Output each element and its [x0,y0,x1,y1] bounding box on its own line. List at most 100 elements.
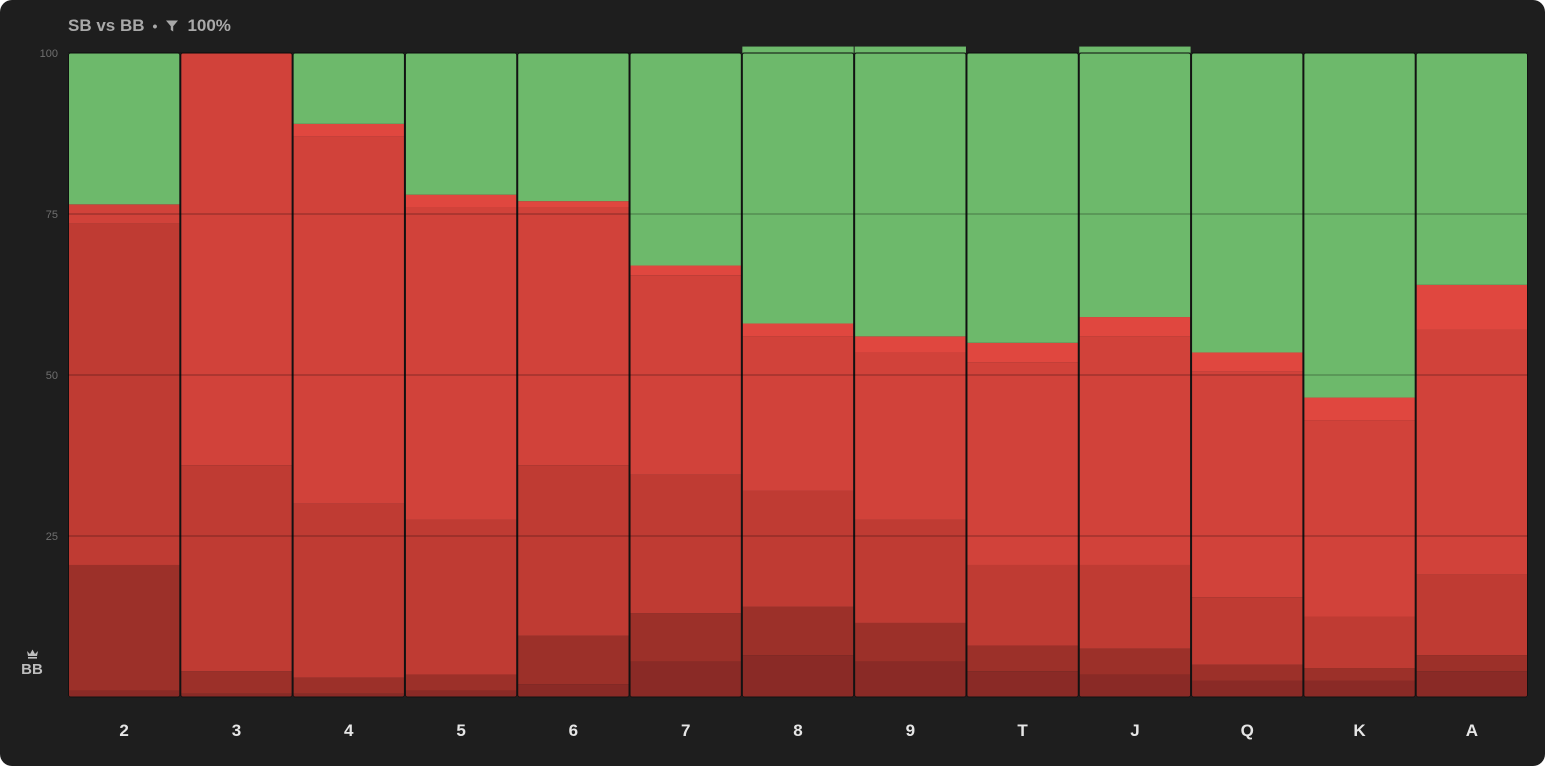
bar-segment-6-3 [517,207,630,466]
bar-column-Q [1191,52,1304,698]
bar-segment-J-3 [1079,336,1191,565]
bar-column-2 [68,52,181,698]
bar-segment-J-1 [1079,648,1191,675]
bar-segment-7-3 [630,275,742,475]
bar-segment-8-4 [742,323,854,337]
bar-segment-6-1 [517,635,630,685]
crown-icon [26,649,38,659]
bar-segment-T-4 [966,342,1079,363]
bar-segment-J-4 [1079,317,1191,337]
bar-column-A [1415,52,1528,698]
x-tick-label-6: 6 [569,721,578,740]
bar-segment-6-0 [517,684,630,697]
bar-segment-5-0 [405,690,517,697]
bar-segment-6-5 [517,53,630,202]
bar-column-T [966,52,1079,698]
bar-segment-3-2 [180,465,293,672]
bar-segment-8-3 [742,336,854,491]
x-tick-label-3: 3 [232,721,241,740]
bar-segment-4-1 [293,677,405,694]
bar-segment-T-5 [966,53,1079,343]
y-tick-label-50: 50 [46,370,58,382]
bar-column-7 [629,52,742,698]
bar-segment-3-0 [180,693,293,697]
bar-segment-A-2 [1416,574,1528,656]
bar-segment-A-1 [1416,655,1528,672]
bar-segment-9-1 [854,622,966,662]
bar-segment-4-3 [293,136,405,504]
bar-segment-7-0 [630,661,742,697]
bar-segment-Q-1 [1191,664,1303,681]
bar-segment-Q-3 [1191,371,1303,598]
y-tick-label-75: 75 [46,209,58,221]
bar-column-3 [180,52,293,698]
y-tick-label-100: 100 [40,48,58,60]
bar-column-4 [292,52,405,698]
bar-segment-4-0 [293,693,405,697]
bar-segment-4-5 [293,53,405,124]
bar-segment-Q-2 [1191,597,1303,665]
x-tick-label-2: 2 [119,721,128,740]
bar-segment-2-1 [68,564,180,691]
bar-segment-K-1 [1303,668,1416,681]
x-tick-label-K: K [1353,721,1366,740]
bar-segment-Q-5 [1191,53,1303,353]
bar-segment-5-3 [405,207,517,520]
bar-segment-9-5 [854,46,966,337]
bar-segment-8-2 [742,490,854,607]
filter-value[interactable]: 100% [187,16,231,35]
bar-segment-A-3 [1416,329,1528,575]
bar-column-8 [741,52,855,698]
bar-segment-2-0 [68,690,180,697]
bar-column-5 [404,52,518,698]
bar-segment-A-4 [1416,284,1528,330]
bar-segment-5-5 [405,53,517,195]
bar-segment-8-5 [742,46,854,324]
bar-segment-6-2 [517,465,630,636]
bar-segment-9-4 [854,336,966,353]
bar-segment-J-2 [1079,564,1191,649]
bar-segment-2-2 [68,223,180,565]
bar-segment-5-2 [405,519,517,675]
bar-segment-K-0 [1303,680,1416,697]
bar-segment-Q-4 [1191,352,1303,372]
bar-column-J [1078,52,1192,698]
bar-segment-3-3 [180,53,293,466]
bar-segment-K-3 [1303,420,1416,617]
bar-segment-7-4 [630,265,742,276]
bar-segment-T-3 [966,362,1079,565]
bar-segment-A-0 [1416,671,1528,697]
bar-segment-J-5 [1079,46,1191,318]
bar-column-6 [517,52,630,698]
x-tick-label-7: 7 [681,721,690,740]
x-tick-label-T: T [1017,721,1028,740]
bar-segment-3-1 [180,671,293,694]
filter-icon[interactable] [165,19,179,33]
bar-segment-Q-0 [1191,680,1303,697]
x-tick-label-9: 9 [906,721,915,740]
matchup-title: SB vs BB [68,16,145,35]
bar-segment-9-3 [854,352,966,520]
bar-segment-9-2 [854,519,966,623]
player-label: BB [14,648,50,679]
bar-segment-K-5 [1303,53,1416,398]
bar-segment-4-2 [293,503,405,678]
bar-segment-T-2 [966,564,1079,646]
x-tick-label-8: 8 [793,721,802,740]
bar-segment-5-1 [405,674,517,691]
bar-segment-9-0 [854,661,966,697]
bar-segment-7-5 [630,53,742,266]
chart-header: SB vs BB • 100% [68,14,231,38]
bar-segment-2-3 [68,204,180,224]
x-tick-label-J: J [1130,721,1139,740]
bar-segment-8-1 [742,606,854,656]
x-tick-label-4: 4 [344,721,354,740]
bar-segment-6-4 [517,201,630,208]
bar-segment-K-2 [1303,616,1416,669]
bar-column-9 [854,52,967,698]
bar-segment-8-0 [742,655,854,697]
bar-segment-A-5 [1416,53,1528,285]
bar-segment-K-4 [1303,397,1416,421]
